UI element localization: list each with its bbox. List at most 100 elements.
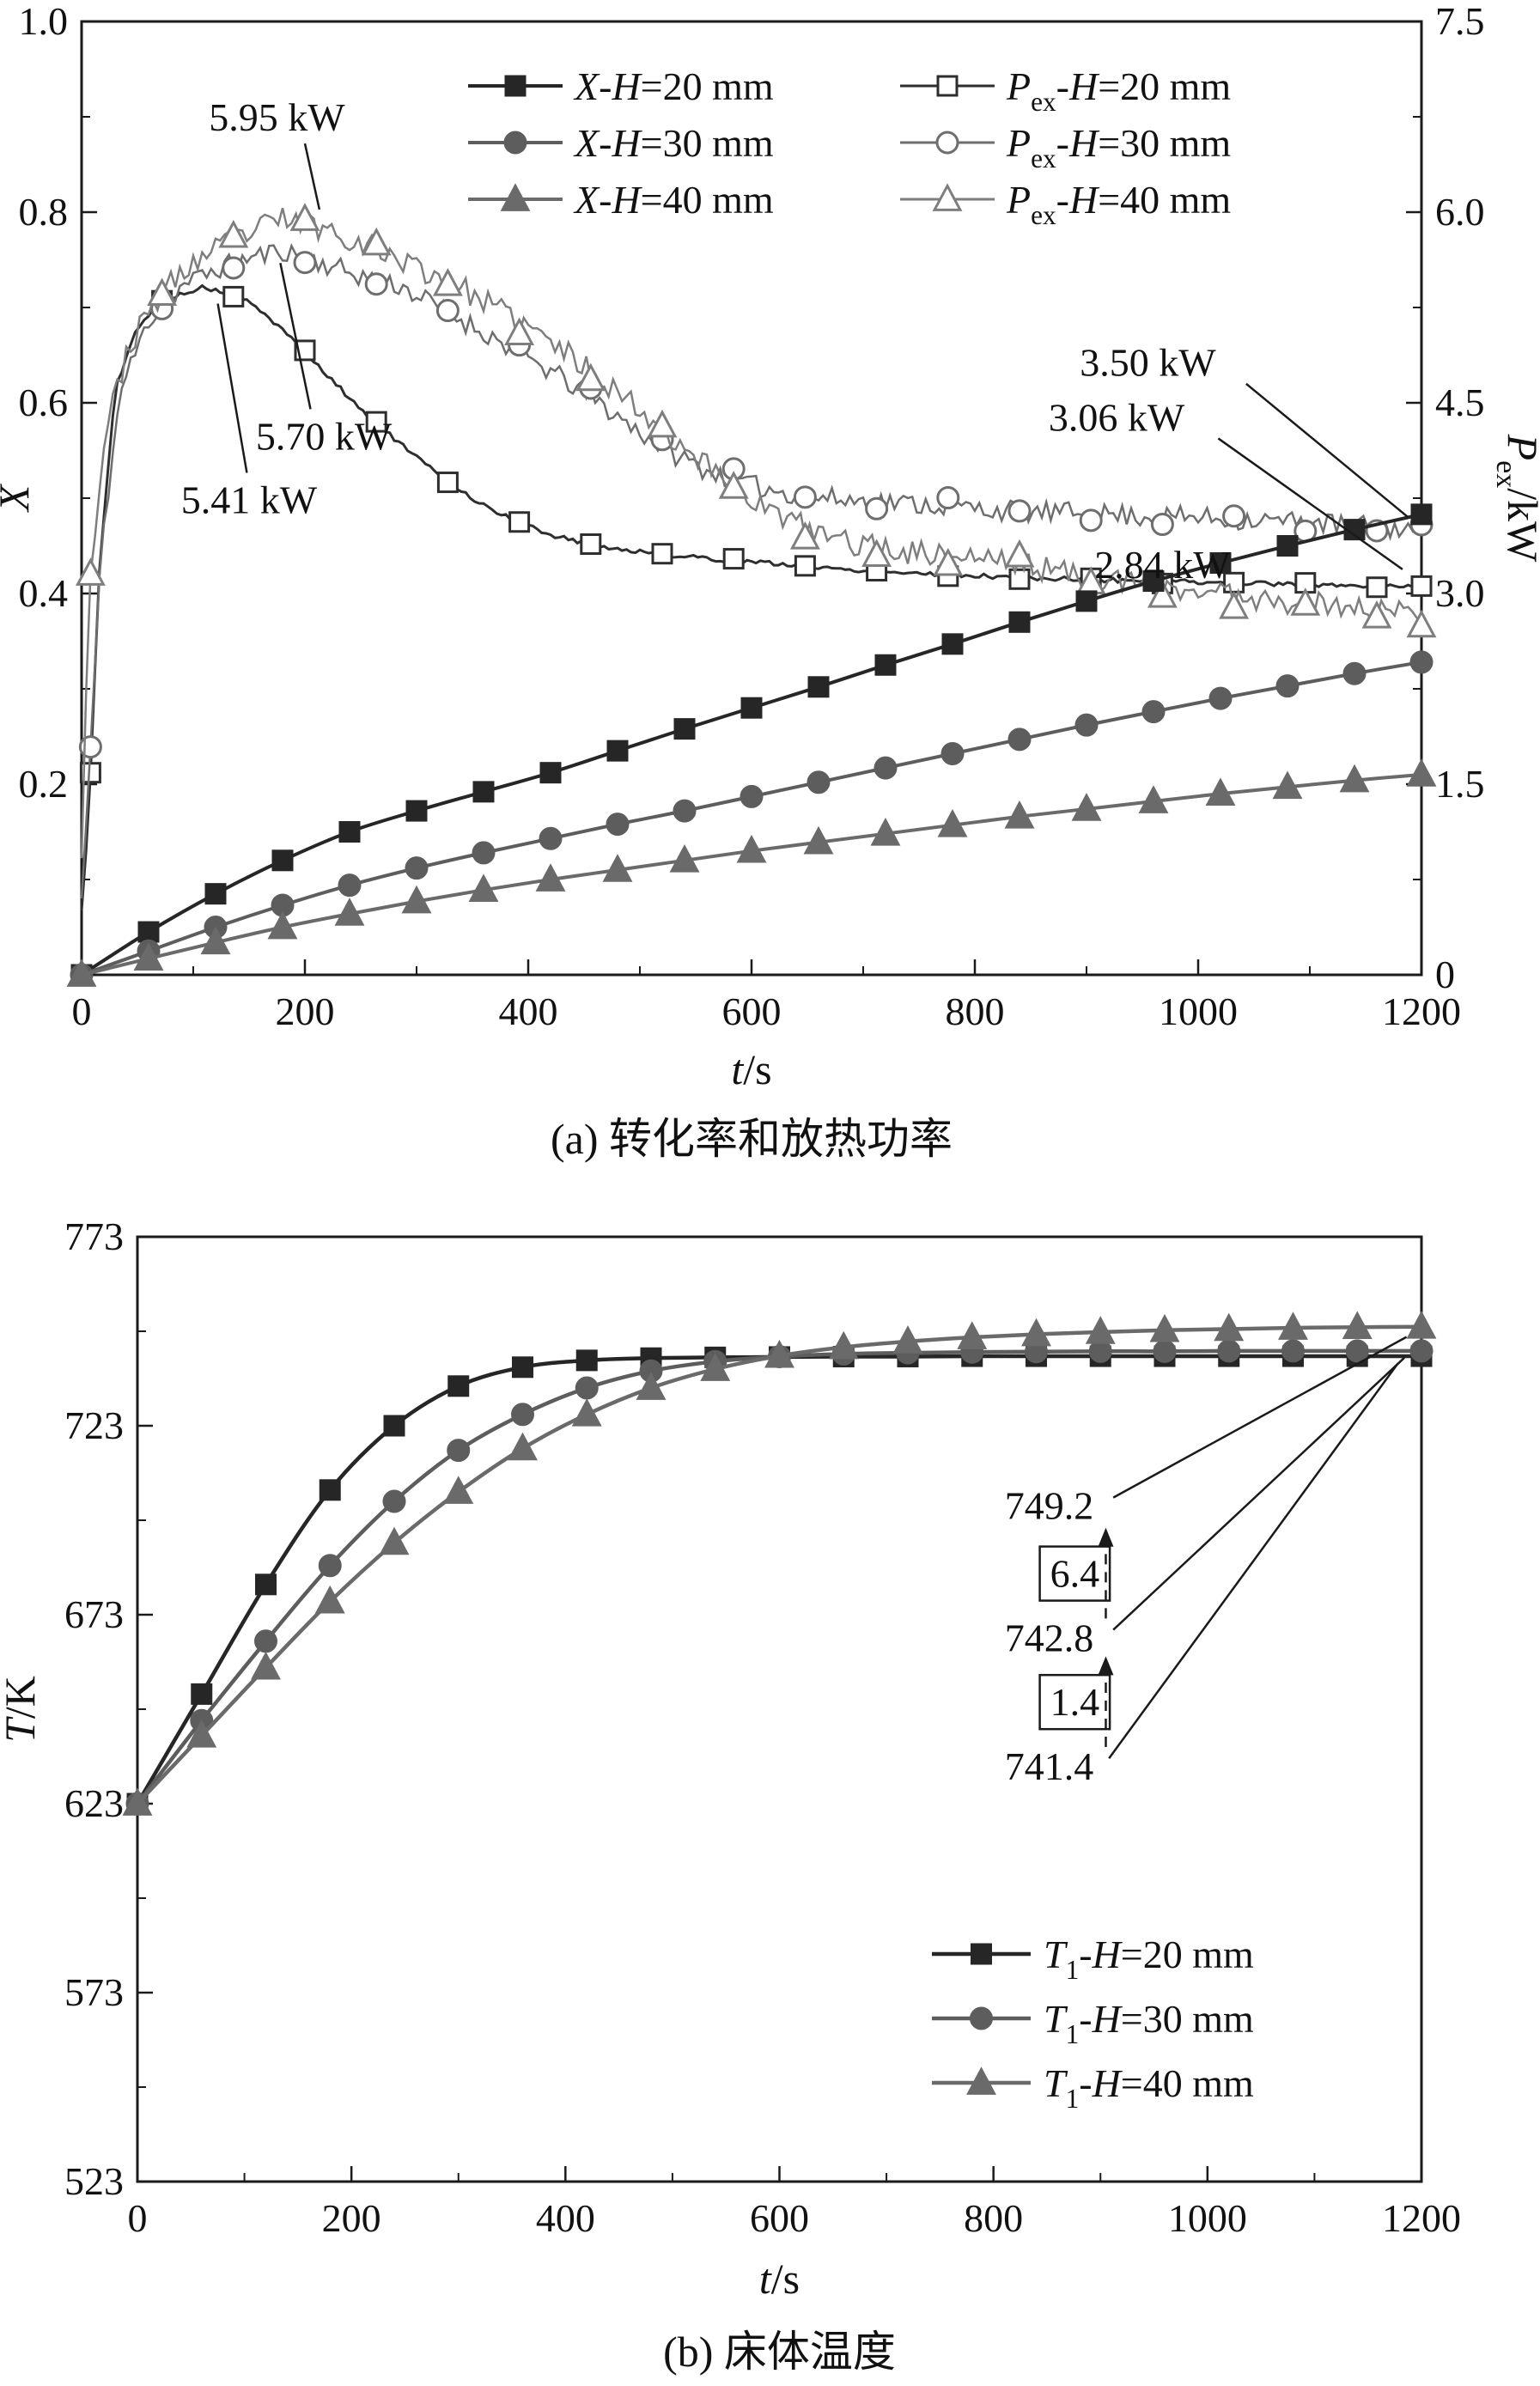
y-tick-label: 0.2 <box>19 762 69 806</box>
triangle-marker <box>504 317 535 345</box>
legend-item-pex-h40: Pex-H=40 mm <box>900 178 1231 230</box>
square-marker <box>191 1683 213 1705</box>
triangle-marker <box>1071 793 1102 821</box>
y-tick-label: 4.5 <box>1435 380 1485 424</box>
legend-item-x-h40: X-H=40 mm <box>468 178 774 222</box>
circle-marker <box>364 272 388 296</box>
series-pex-h40 <box>75 203 1437 859</box>
annotation-4: 741.4 <box>1005 1362 1399 1788</box>
triangle-marker <box>636 1372 667 1400</box>
circle-marker <box>472 841 496 865</box>
square-marker <box>971 1943 992 1965</box>
triangle-marker <box>1205 777 1236 806</box>
x-tick-label: 200 <box>322 2196 381 2240</box>
y-tick-label: 0 <box>1435 953 1455 996</box>
circle-marker <box>405 856 429 880</box>
annotation-text: 3.06 kW <box>1049 395 1185 439</box>
circle-marker <box>1150 513 1174 537</box>
legend-label: Pex-H=20 mm <box>1006 64 1231 117</box>
circle-marker <box>78 735 102 759</box>
y-left-axis-label: X <box>0 483 38 513</box>
triangle-marker <box>1406 609 1437 638</box>
triangle-marker <box>379 1526 410 1555</box>
legend-item-t1-h30: T1-H=30 mm <box>932 1997 1254 2049</box>
square-marker <box>936 75 959 97</box>
y-tick-label: 1.5 <box>1435 762 1485 806</box>
triangle-marker <box>1361 600 1392 629</box>
circle-marker <box>1208 686 1233 710</box>
square-marker <box>319 1479 341 1501</box>
triangle-marker <box>443 1476 474 1504</box>
square-marker <box>338 821 361 843</box>
circle-marker <box>1079 508 1103 533</box>
square-marker <box>383 1415 405 1437</box>
square-marker <box>271 849 294 872</box>
annotation-4: 3.06 kW <box>1049 395 1403 570</box>
triangle-marker <box>1004 800 1035 829</box>
triangle-marker <box>1406 1310 1437 1339</box>
legend-label: T1-H=20 mm <box>1044 1933 1254 1985</box>
legend-label: X-H=40 mm <box>573 178 774 222</box>
legend-item-x-h20: X-H=20 mm <box>468 64 774 108</box>
triangle-marker <box>75 557 106 586</box>
triangle-marker <box>133 942 164 971</box>
triangle-marker <box>932 183 963 211</box>
square-marker <box>405 800 428 822</box>
y-tick-label: 673 <box>64 1592 124 1636</box>
x-tick-label: 1200 <box>1382 2196 1461 2240</box>
annotation-text: 5.70 kW <box>256 414 393 458</box>
circle-marker <box>1074 713 1099 737</box>
x-tick-label: 400 <box>536 2196 595 2240</box>
legend-item-t1-h40: T1-H=40 mm <box>932 2061 1254 2114</box>
series-t1-h30 <box>125 1339 1433 1816</box>
square-marker <box>204 883 227 905</box>
x-tick-label: 0 <box>128 2196 148 2240</box>
circle-marker <box>740 784 764 808</box>
circle-marker <box>673 799 697 823</box>
series-t1-h40 <box>122 1310 1437 1816</box>
chart-a-caption: (a) 转化率和放热功率 <box>551 1115 953 1163</box>
legend-label: Pex-H=30 mm <box>1006 121 1231 173</box>
y-tick-label: 6.0 <box>1435 190 1485 234</box>
square-marker <box>222 285 245 307</box>
square-marker <box>1008 611 1031 633</box>
square-marker <box>575 1349 598 1372</box>
annotation-box <box>1038 1545 1111 1602</box>
triangle-marker <box>122 1787 153 1816</box>
legend-label: T1-H=40 mm <box>1044 2061 1254 2114</box>
circle-marker <box>1088 1339 1112 1363</box>
annotation-1: 6.4 <box>1038 1545 1111 1602</box>
y-tick-label: 0.4 <box>19 571 69 615</box>
annotation-0: 5.95 kW <box>209 95 345 210</box>
triangle-marker <box>1219 591 1250 619</box>
triangle-marker <box>1406 758 1437 787</box>
triangle-marker <box>147 277 178 306</box>
circle-marker <box>382 1489 406 1513</box>
square-marker <box>365 411 387 433</box>
triangle-marker <box>1021 1318 1051 1347</box>
triangle-marker <box>861 539 892 568</box>
square-marker <box>941 633 964 655</box>
circle-marker <box>1153 1339 1177 1363</box>
x-tick-label: 1000 <box>1168 2196 1247 2240</box>
triangle-marker <box>1149 1313 1180 1342</box>
square-marker <box>651 543 673 565</box>
annotation-text: 5.41 kW <box>181 478 318 521</box>
x-tick-label: 1000 <box>1159 989 1238 1033</box>
triangle-marker <box>736 834 767 863</box>
circle-marker <box>1342 661 1367 685</box>
x-tick-label: 600 <box>722 989 782 1033</box>
x-tick-label: 200 <box>276 989 335 1033</box>
series-x-h30 <box>70 650 1433 987</box>
triangle-marker <box>1278 1312 1308 1340</box>
square-marker <box>1142 570 1165 593</box>
triangle-marker <box>535 863 566 892</box>
annotation-text: 749.2 <box>1005 1483 1094 1527</box>
square-marker <box>673 718 696 740</box>
chart-b-caption: (b) 床体温度 <box>663 2328 896 2376</box>
triangle-marker <box>933 547 964 576</box>
annotation-0: 749.2 <box>1005 1336 1408 1527</box>
circle-marker <box>940 741 965 765</box>
circle-marker <box>1007 499 1032 523</box>
